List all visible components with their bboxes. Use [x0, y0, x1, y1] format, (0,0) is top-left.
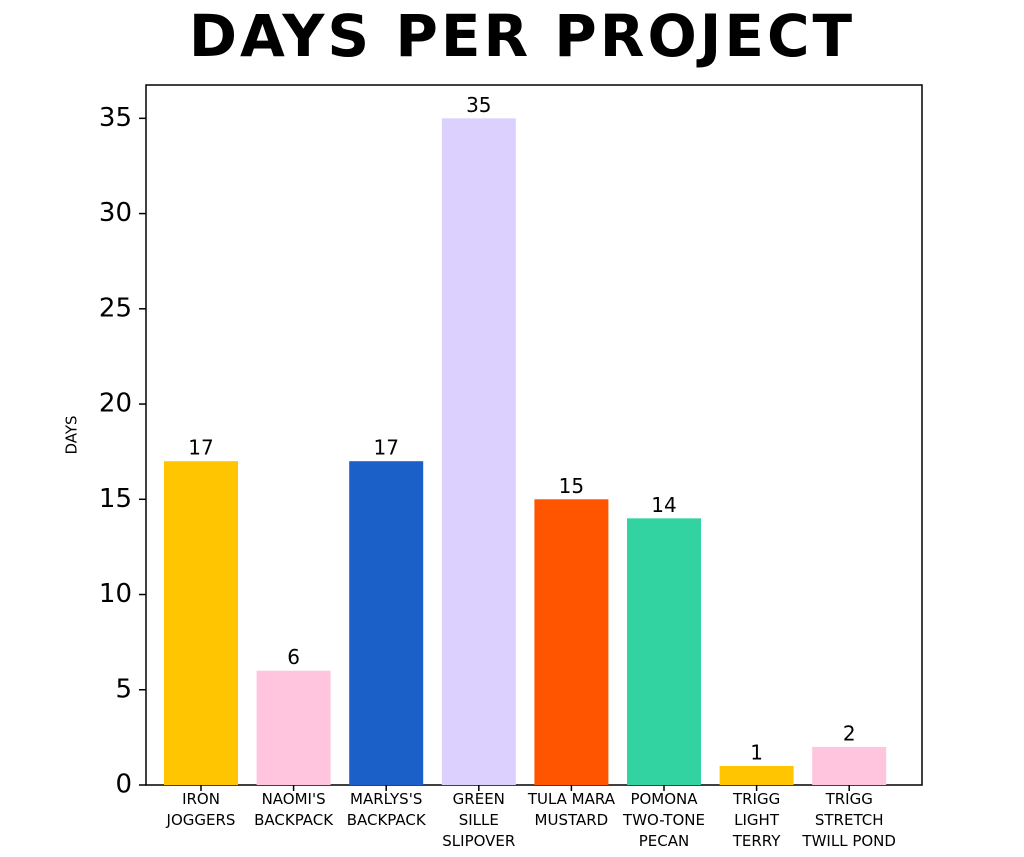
x-tick-label: TRIGG STRETCH TWILL POND [801, 790, 896, 850]
y-tick-label: 25 [99, 293, 132, 323]
bar [441, 118, 516, 786]
chart-title: DAYS PER PROJECT [189, 2, 855, 70]
bar [349, 461, 424, 785]
plot-frame [145, 84, 923, 786]
value-label: 2 [843, 721, 856, 745]
value-label: 35 [466, 93, 491, 117]
bar [164, 461, 238, 785]
x-tick-label: TRIGG LIGHT TERRY [732, 790, 782, 850]
y-tick-label: 10 [99, 579, 132, 609]
value-label: 17 [188, 436, 213, 460]
x-tick-label: IRON JOGGERS [166, 790, 236, 829]
y-axis-label: DAYS [63, 415, 81, 454]
bar [719, 765, 794, 785]
value-label: 17 [373, 436, 398, 460]
y-tick-label: 15 [99, 484, 132, 514]
x-tick-label: MARLYS'S BACKPACK [347, 790, 427, 829]
bar [256, 670, 331, 785]
bar [534, 499, 609, 785]
value-label: 15 [559, 474, 584, 498]
y-tick-label: 35 [99, 103, 132, 133]
y-tick-label: 20 [99, 389, 132, 419]
value-label: 1 [750, 740, 763, 764]
y-tick-label: 5 [115, 674, 132, 704]
x-tick-label: GREEN SILLE SLIPOVER [442, 790, 515, 850]
value-label: 6 [287, 645, 300, 669]
value-label: 14 [651, 493, 676, 517]
x-tick-label: POMONA TWO-TONE PECAN [622, 790, 705, 850]
bar [627, 518, 701, 785]
x-tick-label: NAOMI'S BACKPACK [254, 790, 334, 829]
x-tick-label: TULA MARA MUSTARD [527, 790, 616, 829]
y-tick-label: 30 [99, 198, 132, 228]
y-tick-label: 0 [115, 770, 132, 800]
bar [812, 746, 887, 785]
